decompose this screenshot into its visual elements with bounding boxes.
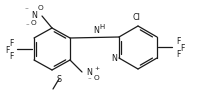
Text: F: F — [175, 37, 179, 46]
Text: F: F — [9, 51, 13, 60]
Text: N: N — [31, 10, 37, 20]
Text: F: F — [175, 50, 179, 59]
Text: N: N — [93, 26, 99, 35]
Text: ⁻: ⁻ — [87, 77, 90, 83]
Text: O: O — [94, 75, 99, 81]
Text: S: S — [56, 74, 61, 83]
Text: F: F — [179, 44, 183, 53]
Text: +: + — [94, 66, 99, 71]
Text: N: N — [111, 54, 116, 62]
Text: F: F — [5, 45, 9, 54]
Text: F: F — [9, 38, 13, 48]
Text: O: O — [38, 5, 44, 11]
Text: ⁻: ⁻ — [25, 23, 29, 29]
Text: N: N — [86, 67, 91, 77]
Text: H: H — [99, 24, 105, 30]
Text: Cl: Cl — [131, 14, 139, 22]
Text: O: O — [31, 20, 37, 26]
Text: ⁻: ⁻ — [24, 7, 28, 13]
